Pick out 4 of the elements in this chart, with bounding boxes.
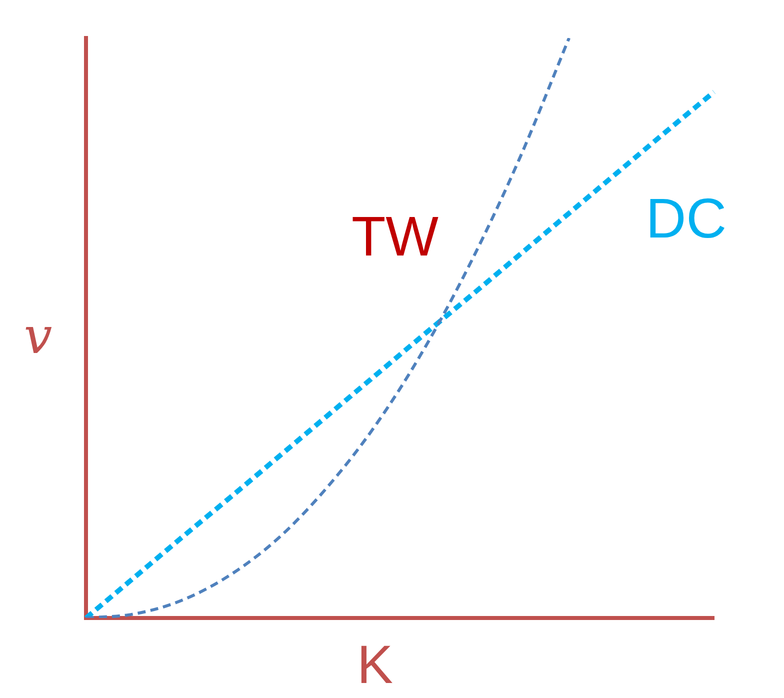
series-label: DC	[646, 186, 727, 250]
x-axis-title: K	[356, 634, 394, 695]
annotation: TW	[351, 204, 439, 268]
y-axis-title: v	[24, 306, 52, 365]
